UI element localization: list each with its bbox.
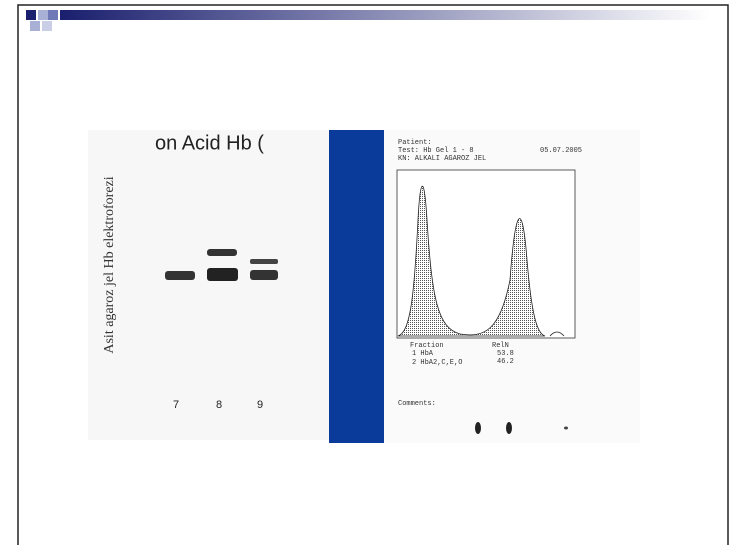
lane-label: 8 xyxy=(216,399,222,411)
report-image: Patient: Test: Hb Gel 1 - 8 05.07.2005 K… xyxy=(384,130,640,443)
test-date: 05.07.2005 xyxy=(540,147,582,155)
blue-band xyxy=(329,130,384,443)
comments-label: Comments: xyxy=(398,400,436,408)
table-header: RelN xyxy=(492,342,509,350)
slide-frame xyxy=(17,4,729,550)
lane-label: 7 xyxy=(173,399,179,411)
fraction-name: 1 HbA xyxy=(412,350,434,358)
test-line: Test: Hb Gel 1 - 8 xyxy=(398,147,474,155)
fraction-name: 2 HbA2,C,E,O xyxy=(412,359,462,367)
gel-heading: on Acid Hb ( xyxy=(155,132,264,154)
gel-image: on Acid Hb ( Asit agaroz jel Hb elektrof… xyxy=(88,130,329,440)
patient-label: Patient: xyxy=(398,139,432,147)
lane-label: 9 xyxy=(257,399,263,411)
fraction-value: 46.2 xyxy=(497,358,514,366)
kn-line: KN: ALKALI AGAROZ JEL xyxy=(398,155,486,163)
gel-caption: Asit agaroz jel Hb elektroforezi xyxy=(102,176,117,353)
fraction-value: 53.8 xyxy=(497,350,514,358)
table-header: Fraction xyxy=(410,342,444,350)
header-decoration xyxy=(26,10,710,31)
